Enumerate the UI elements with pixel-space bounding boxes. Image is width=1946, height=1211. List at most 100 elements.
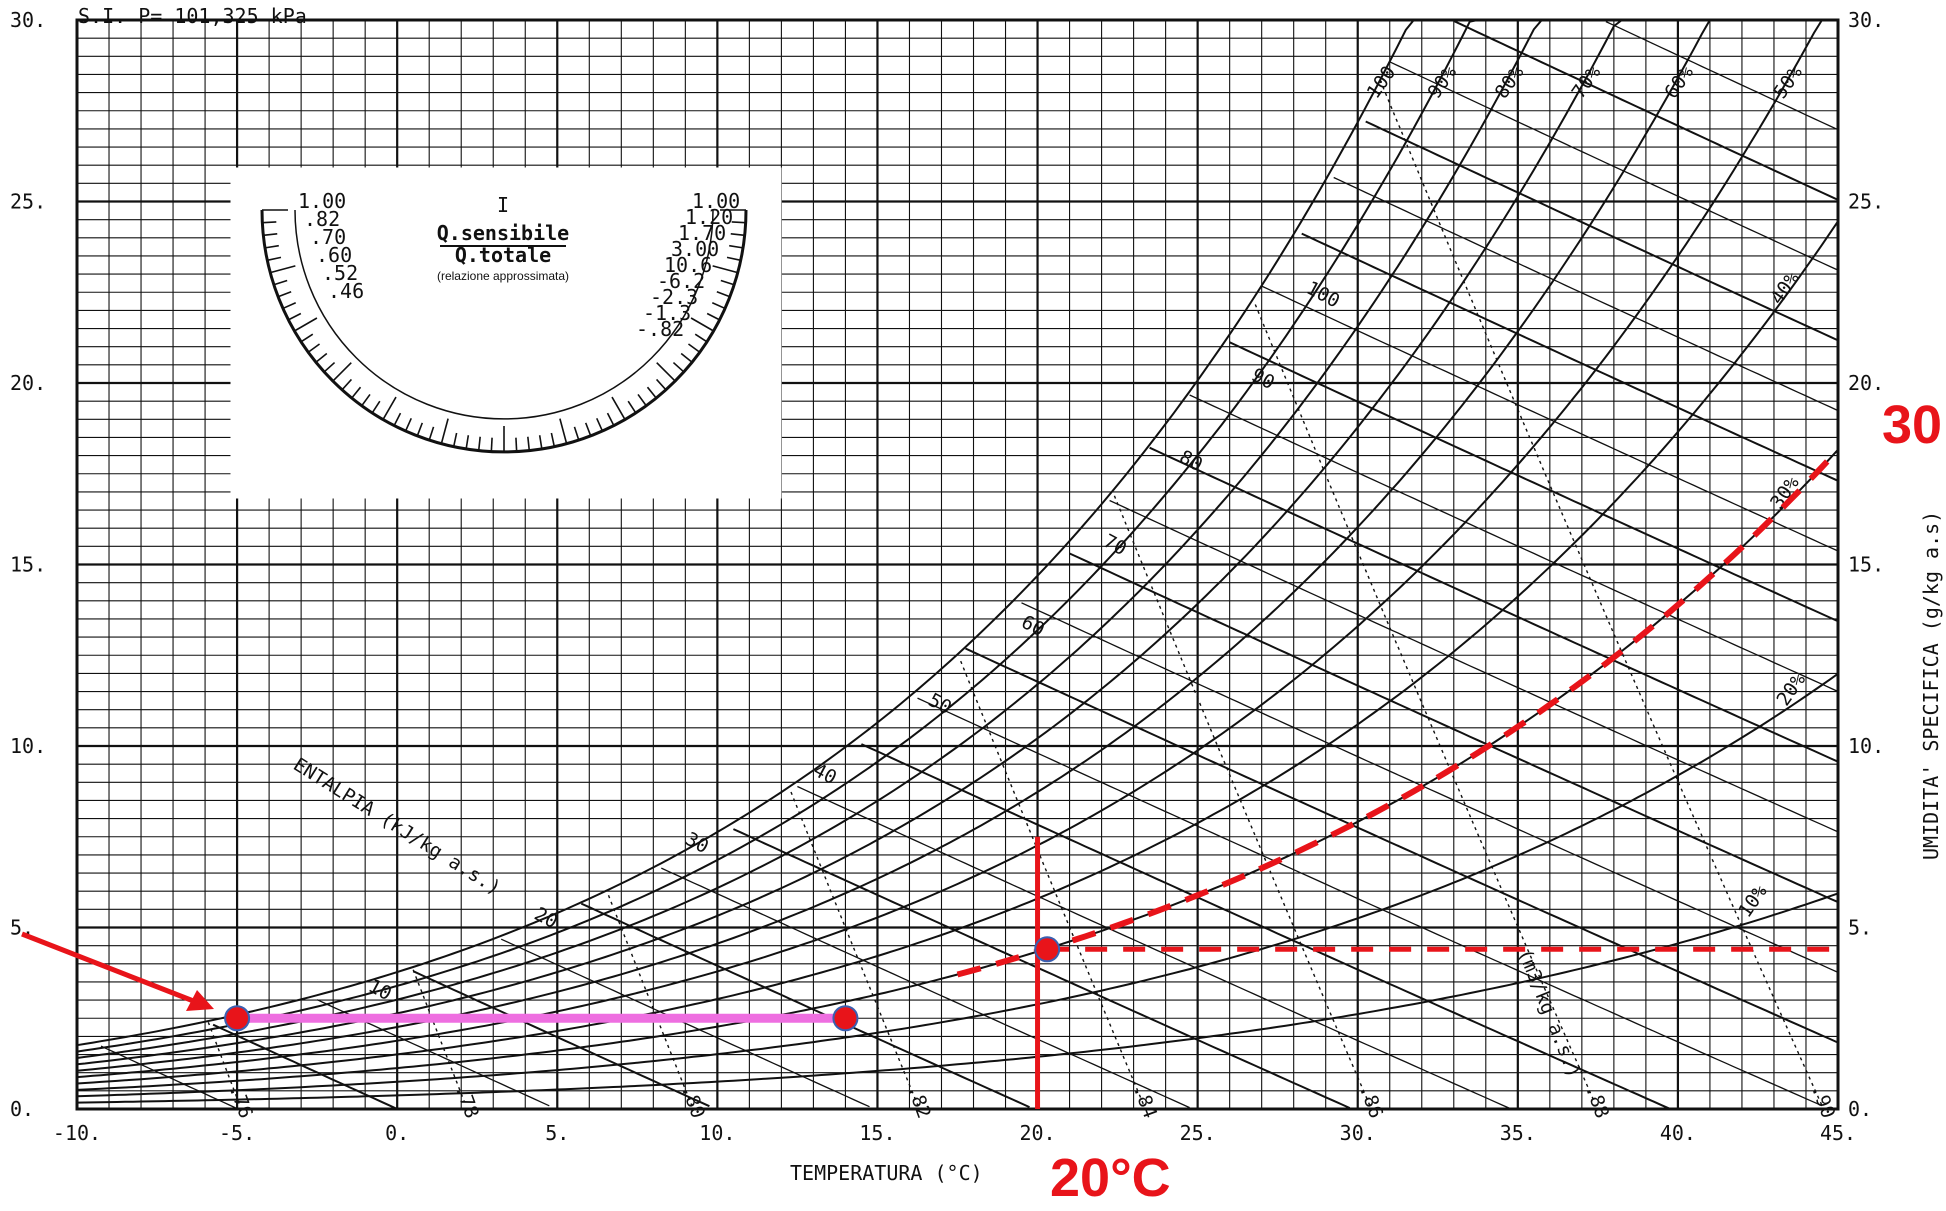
x-tick-label: 25. bbox=[1180, 1121, 1216, 1145]
enthalpy-line bbox=[965, 647, 1839, 1044]
specific-volume-line bbox=[207, 1021, 241, 1107]
protractor-left-value: .52 bbox=[322, 261, 358, 285]
x-tick-labels: -10. -5. 0. 5. 10. 15. 20. 25. 30. 35. 40. 45. bbox=[53, 1121, 1856, 1145]
protractor-tick bbox=[627, 400, 637, 414]
y-tick-label-right: 30. bbox=[1848, 8, 1884, 32]
protractor-tick bbox=[382, 396, 397, 420]
x-tick-label: 30. bbox=[1340, 1121, 1376, 1145]
rh-curve bbox=[76, 449, 1839, 1091]
enthalpy-line bbox=[860, 743, 1671, 1110]
x-tick-label: 0. bbox=[385, 1121, 409, 1145]
protractor-right-value: 10.6 bbox=[664, 253, 712, 277]
enthalpy-line bbox=[1069, 552, 1839, 904]
protractor-right-value: -2.3 bbox=[650, 285, 698, 309]
protractor-tick bbox=[294, 317, 318, 332]
x-tick-label: 45. bbox=[1820, 1121, 1856, 1145]
specific-volume-line bbox=[960, 660, 1144, 1105]
enthalpy-line bbox=[732, 828, 1351, 1109]
protractor-tick bbox=[680, 352, 693, 363]
temperature-annotation: 20°C bbox=[1050, 1148, 1171, 1208]
enthalpy-line bbox=[1453, 20, 1839, 201]
x-tick-label: 40. bbox=[1660, 1121, 1696, 1145]
protractor-tick bbox=[277, 290, 292, 298]
enthalpy-line bbox=[1389, 61, 1839, 271]
protractor-tick bbox=[646, 386, 657, 399]
protractor-tick bbox=[672, 361, 685, 373]
protractor-tick bbox=[706, 312, 720, 321]
pointer-arrow-shaft bbox=[21, 931, 197, 1005]
enthalpy-line bbox=[1333, 176, 1839, 412]
specific-volume-value-label: .90 bbox=[1807, 1081, 1839, 1121]
enthalpy-line bbox=[1189, 394, 1839, 693]
enthalpy-line bbox=[917, 697, 1823, 1107]
protractor-tick bbox=[606, 412, 615, 426]
psychrometric-curves bbox=[76, 19, 1839, 1110]
x-tick-label: -10. bbox=[53, 1121, 101, 1145]
y-axis-label: UMIDITA' SPECIFICA (g/kg a.s) bbox=[1919, 511, 1943, 860]
protractor-tick bbox=[730, 233, 745, 237]
enthalpy-line bbox=[1365, 120, 1839, 342]
protractor-tick bbox=[729, 244, 744, 249]
protractor-tick bbox=[440, 418, 449, 444]
enthalpy-line bbox=[1301, 232, 1839, 482]
y-tick-label-left: 10. bbox=[10, 734, 46, 758]
protractor-right-value: -.82 bbox=[636, 317, 684, 341]
specific-volume-line bbox=[607, 895, 693, 1106]
protractor-tick bbox=[690, 317, 714, 332]
specific-volume-value-label: .80 bbox=[677, 1081, 709, 1121]
protractor-tick bbox=[550, 432, 556, 447]
specific-volume-value-label: .88 bbox=[1581, 1081, 1613, 1121]
protractor-tick bbox=[323, 361, 336, 373]
protractor-note: (relazione approssimata) bbox=[437, 269, 569, 283]
rh-label: 90% bbox=[1423, 62, 1461, 103]
y-tick-label-left: 20. bbox=[10, 371, 46, 395]
x-tick-label: 15. bbox=[859, 1121, 895, 1145]
annotation-overlay bbox=[21, 456, 1833, 1109]
specific-volume-value-label: .76 bbox=[224, 1081, 256, 1121]
protractor-tick bbox=[341, 378, 353, 391]
protractor-tick bbox=[656, 362, 676, 382]
enthalpy-line bbox=[412, 970, 710, 1108]
x-tick-label: -5. bbox=[219, 1121, 255, 1145]
protractor-left-value: .70 bbox=[310, 225, 346, 249]
protractor-right-value: -6.2 bbox=[657, 269, 705, 293]
protractor-tick bbox=[282, 302, 297, 310]
rh-curve bbox=[76, 19, 1823, 1079]
state-point-a bbox=[224, 1005, 251, 1032]
rh-label: 50% bbox=[1769, 62, 1807, 103]
enthalpy-line bbox=[212, 1023, 398, 1110]
enthalpy-line bbox=[1149, 446, 1839, 763]
protractor-tick bbox=[416, 422, 424, 437]
protractor-tick bbox=[655, 378, 667, 391]
enthalpy-line bbox=[661, 867, 1190, 1109]
rh-curve bbox=[76, 19, 1623, 1066]
specific-volume-value-label: .78 bbox=[451, 1081, 483, 1121]
rh-label: 60% bbox=[1660, 62, 1698, 103]
rh-curve bbox=[76, 672, 1839, 1098]
protractor-numerator: Q.sensibile bbox=[437, 221, 569, 245]
protractor-left-value: .60 bbox=[316, 243, 352, 267]
protractor-tick bbox=[263, 233, 278, 237]
specific-volume-line bbox=[412, 969, 466, 1103]
enthalpy-line bbox=[580, 902, 1030, 1109]
enthalpy-line bbox=[1021, 602, 1839, 973]
protractor-tick bbox=[611, 396, 626, 420]
protractor-tick bbox=[596, 417, 604, 432]
pointer-arrow-head bbox=[186, 990, 214, 1011]
enthalpy-line bbox=[1261, 285, 1839, 552]
specific-volume-label: (m3/kg a.s.) bbox=[1513, 946, 1585, 1082]
protractor-tick bbox=[270, 265, 296, 274]
protractor-right-value: 1.70 bbox=[678, 221, 726, 245]
rh-label: 10% bbox=[1734, 880, 1772, 921]
protractor-tick bbox=[371, 400, 381, 414]
protractor-tick bbox=[262, 221, 277, 224]
protractor-tick bbox=[307, 343, 321, 353]
protractor-inner-arc bbox=[294, 209, 714, 420]
protractor-tick bbox=[712, 265, 738, 274]
specific-volume-line bbox=[1113, 495, 1372, 1108]
protractor-tick bbox=[559, 418, 568, 444]
protractor-tick bbox=[273, 279, 288, 286]
x-tick-label: 35. bbox=[1500, 1121, 1536, 1145]
specific-volume-line bbox=[1254, 304, 1596, 1103]
x-axis-label: TEMPERATURA (°C) bbox=[790, 1161, 983, 1185]
